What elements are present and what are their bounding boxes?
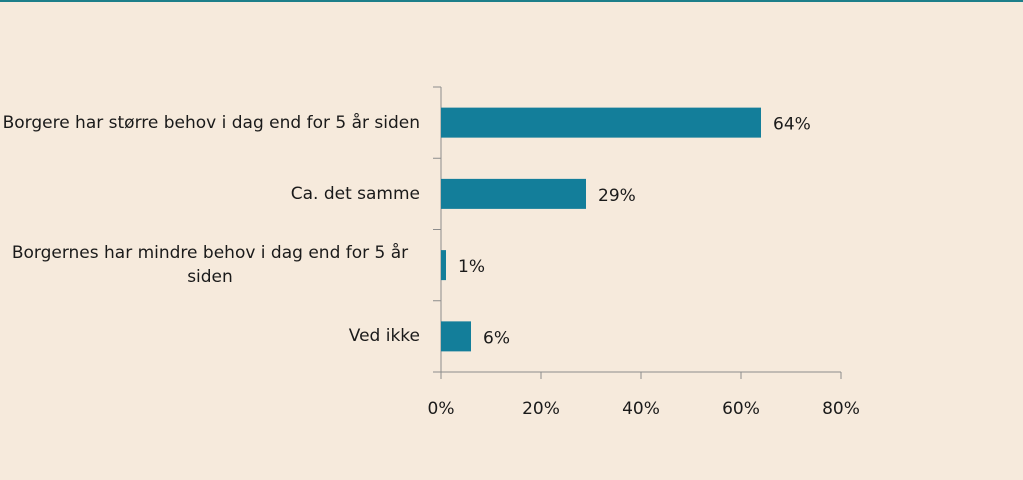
value-label: 6% [483, 328, 510, 348]
top-border [0, 0, 1023, 2]
bar [441, 107, 761, 138]
category-label: Borgere har større behov i dag end for 5… [2, 112, 420, 133]
x-tick-label: 80% [822, 399, 860, 419]
category-label: Ved ikke [348, 326, 420, 347]
category-label-box: Ca. det samme [0, 164, 420, 224]
x-tick-label: 0% [428, 399, 455, 419]
bar [441, 321, 471, 352]
value-label: 1% [458, 257, 485, 277]
value-label: 64% [773, 115, 811, 135]
x-tick-label: 60% [722, 399, 760, 419]
bar [441, 250, 446, 281]
category-label-box: Ved ikke [0, 306, 420, 366]
category-label-box: Borgere har større behov i dag end for 5… [0, 93, 420, 153]
x-tick-label: 20% [522, 399, 560, 419]
category-label: Ca. det samme [290, 183, 420, 204]
bar [441, 178, 586, 209]
category-label: Borgernes har mindre behov i dag end for… [11, 243, 409, 288]
value-label: 29% [598, 186, 636, 206]
category-label-box: Borgernes har mindre behov i dag end for… [0, 235, 420, 295]
x-tick-label: 40% [622, 399, 660, 419]
